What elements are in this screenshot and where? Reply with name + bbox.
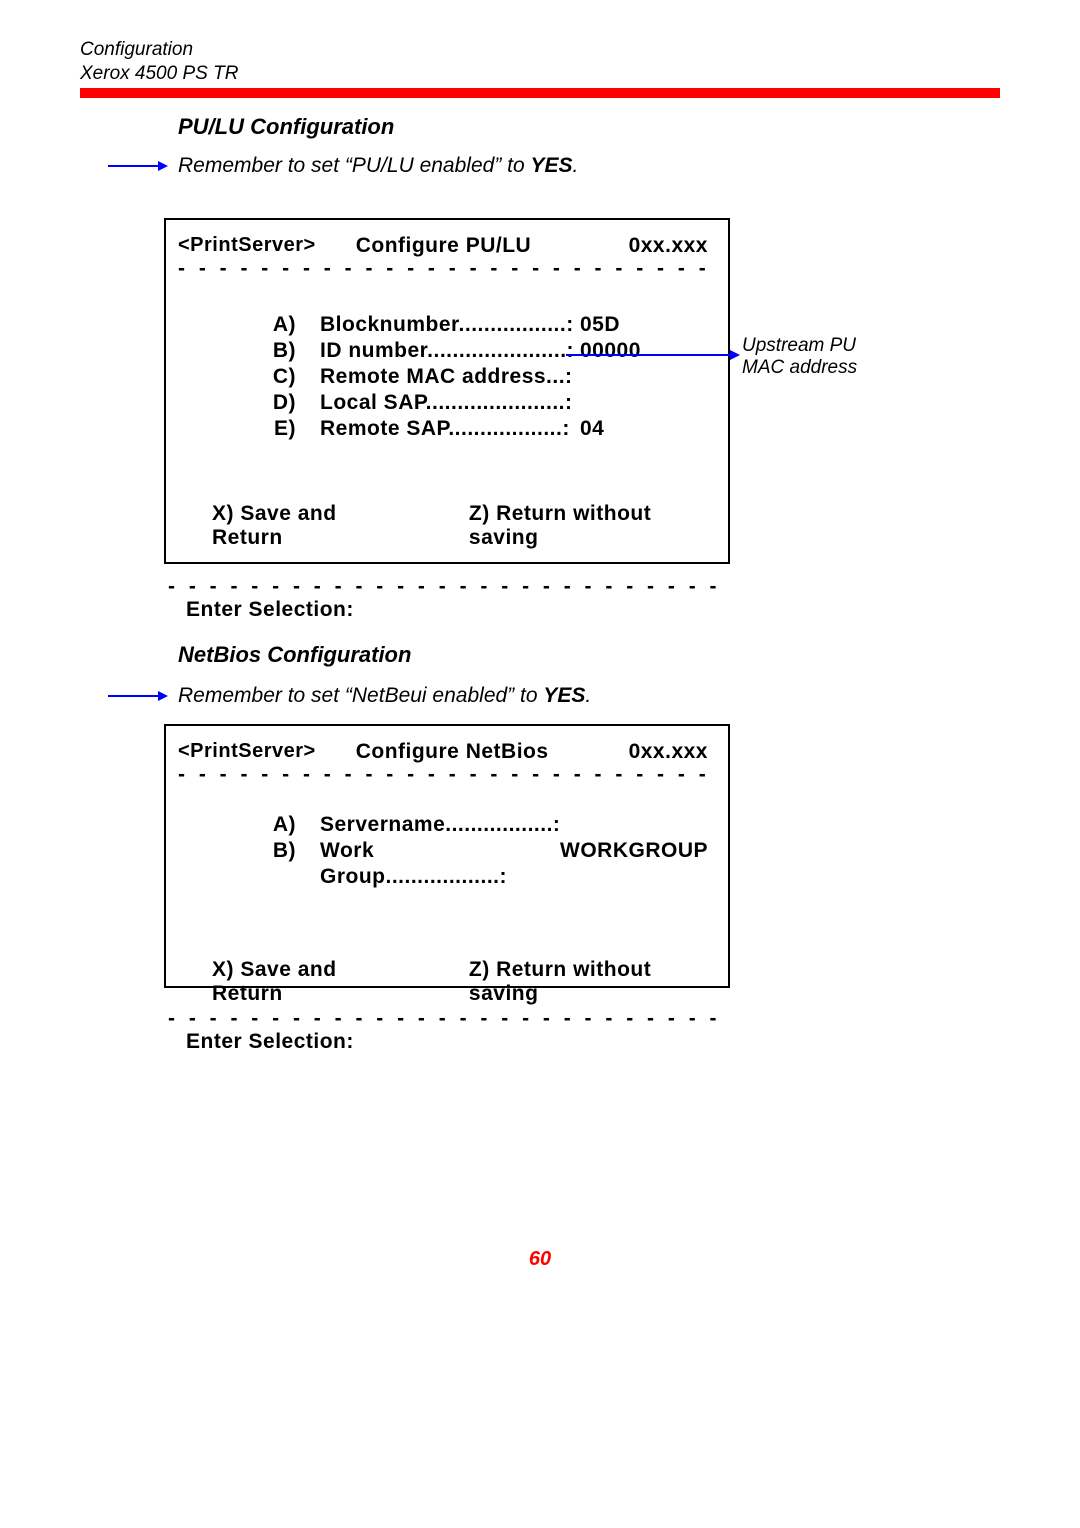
panel-pulu-actions: X) Save and Return Z) Return without sav… <box>212 502 716 550</box>
panel-netbios-inner: <PrintServer> Configure NetBios 0xx.xxx … <box>166 726 728 1068</box>
panel-pulu-prompt: <PrintServer> <box>178 234 316 258</box>
note-netbios-yes: YES <box>543 684 585 707</box>
page: Configuration Xerox 4500 PS TR PU/LU Con… <box>0 0 1080 1528</box>
note-pulu-prefix: Remember to set “PU/LU enabled” to <box>178 154 531 177</box>
opt-value: WORKGROUP <box>560 838 708 890</box>
panel-pulu: <PrintServer> Configure PU/LU 0xx.xxx - … <box>164 218 730 564</box>
opt-row: E) Remote SAP..................: 04 <box>226 416 716 442</box>
arrow-icon <box>108 158 168 178</box>
opt-row: C) Remote MAC address...: <box>226 364 716 390</box>
note-netbios-prefix: Remember to set “NetBeui enabled” to <box>178 684 543 707</box>
opt-key: A) <box>226 312 320 338</box>
doc-header-line2: Xerox 4500 PS TR <box>80 62 238 86</box>
arrow-icon <box>108 688 168 708</box>
header-red-rule <box>80 88 1000 98</box>
opt-value: 04 <box>580 416 604 442</box>
action-save-return: X) Save and Return <box>212 502 405 550</box>
opt-row: B) Work Group..................: WORKGRO… <box>226 838 716 890</box>
note-pulu-suffix: . <box>573 154 579 177</box>
panel-pulu-options: A) Blocknumber.................: 05D B) … <box>226 312 716 442</box>
doc-header: Configuration Xerox 4500 PS TR <box>80 38 238 86</box>
panel-pulu-version: 0xx.xxx <box>629 234 716 258</box>
opt-label: Servername.................: <box>320 812 560 838</box>
opt-row: A) Blocknumber.................: 05D <box>226 312 716 338</box>
action-return-nosave: Z) Return without saving <box>469 502 716 550</box>
panel-netbios: <PrintServer> Configure NetBios 0xx.xxx … <box>164 724 730 988</box>
arrow-icon <box>566 348 740 362</box>
opt-key: E) <box>226 416 320 442</box>
note-pulu: Remember to set “PU/LU enabled” to YES. <box>178 154 578 178</box>
opt-key: D) <box>226 390 320 416</box>
panel-netbios-version: 0xx.xxx <box>629 740 716 764</box>
panel-pulu-inner: <PrintServer> Configure PU/LU 0xx.xxx - … <box>166 220 728 636</box>
opt-label: Local SAP......................: <box>320 390 580 416</box>
opt-label: Remote MAC address...: <box>320 364 580 390</box>
opt-key: C) <box>226 364 320 390</box>
panel-pulu-titlebar: <PrintServer> Configure PU/LU 0xx.xxx <box>178 234 716 258</box>
dash-line: - - - - - - - - - - - - - - - - - - - - … <box>178 260 716 278</box>
section-heading-pulu: PU/LU Configuration <box>178 114 394 140</box>
panel-netbios-titlebar: <PrintServer> Configure NetBios 0xx.xxx <box>178 740 716 764</box>
opt-row: D) Local SAP......................: <box>226 390 716 416</box>
enter-selection: Enter Selection: <box>186 598 716 622</box>
opt-value: 05D <box>580 312 620 338</box>
annotation-line1: Upstream PU <box>742 335 857 357</box>
opt-label: Work Group..................: <box>320 838 560 890</box>
panel-netbios-actions: X) Save and Return Z) Return without sav… <box>212 958 716 1006</box>
opt-label: Remote SAP..................: <box>320 416 580 442</box>
annotation-upstream-pu: Upstream PU MAC address <box>742 335 857 379</box>
opt-key: B) <box>226 838 320 890</box>
panel-pulu-title: Configure PU/LU <box>316 234 629 258</box>
note-pulu-yes: YES <box>531 154 573 177</box>
page-number: 60 <box>0 1248 1080 1271</box>
opt-key: B) <box>226 338 320 364</box>
opt-label: ID number......................: <box>320 338 580 364</box>
enter-selection: Enter Selection: <box>186 1030 716 1054</box>
note-netbios-suffix: . <box>585 684 591 707</box>
action-save-return: X) Save and Return <box>212 958 405 1006</box>
panel-netbios-title: Configure NetBios <box>316 740 629 764</box>
panel-netbios-prompt: <PrintServer> <box>178 740 316 764</box>
opt-key: A) <box>226 812 320 838</box>
annotation-line2: MAC address <box>742 357 857 379</box>
note-netbios: Remember to set “NetBeui enabled” to YES… <box>178 684 591 708</box>
dash-line: - - - - - - - - - - - - - - - - - - - - … <box>168 578 716 596</box>
panel-netbios-options: A) Servername.................: B) Work … <box>226 812 716 890</box>
opt-label: Blocknumber.................: <box>320 312 580 338</box>
dash-line: - - - - - - - - - - - - - - - - - - - - … <box>168 1010 716 1028</box>
action-return-nosave: Z) Return without saving <box>469 958 716 1006</box>
opt-row: A) Servername.................: <box>226 812 716 838</box>
dash-line: - - - - - - - - - - - - - - - - - - - - … <box>178 766 716 784</box>
section-heading-netbios: NetBios Configuration <box>178 642 411 668</box>
doc-header-line1: Configuration <box>80 38 238 62</box>
